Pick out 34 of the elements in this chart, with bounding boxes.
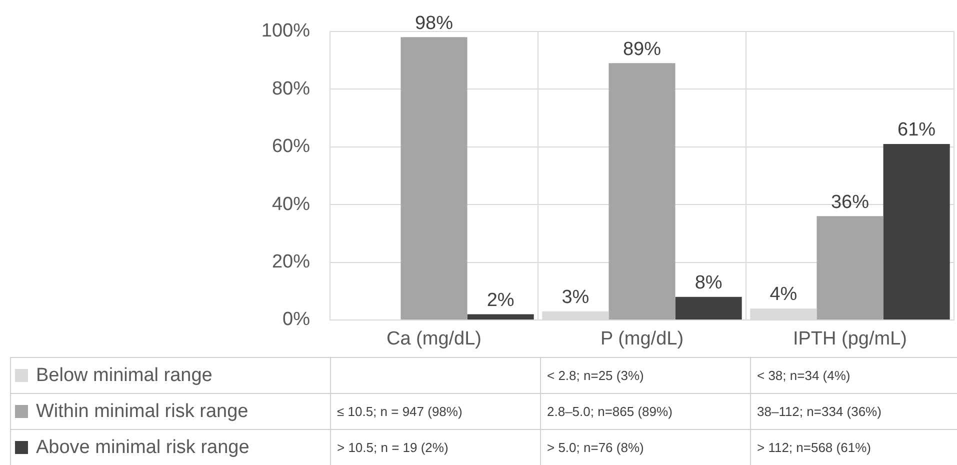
text: ≤ 10.5; n = 947 (98%) [330,394,540,430]
y-tick-label: 0% [282,309,310,330]
x-tick-label: P (mg/dL) [600,328,684,350]
y-tick-label: 80% [272,78,310,100]
text: 38–112; n=334 (36%) [750,394,957,430]
bar [883,144,950,320]
legend-label: Above minimal risk range [10,430,330,465]
data-label: 36% [830,192,870,213]
y-tick-label: 100% [261,20,310,42]
bar [467,314,534,320]
text: < 2.8; n=25 (3%) [540,358,750,394]
y-tick-label: 60% [272,136,310,158]
text: > 10.5; n = 19 (2%) [330,430,540,465]
text: 2.8–5.0; n=865 (89%) [540,394,750,430]
x-tick-label: IPTH (pg/mL) [792,328,908,350]
legend-label: Below minimal range [10,358,330,394]
data-label: 61% [898,120,936,141]
y-tick-label: 20% [272,252,310,273]
legend-label: Within minimal risk range [10,394,330,430]
text: > 112; n=568 (61%) [750,430,957,465]
bar [816,216,884,320]
data-label: 98% [414,12,454,34]
x-tick-label: Ca (mg/dL) [386,328,482,350]
data-label: 8% [694,272,722,294]
bar [608,63,676,320]
data-label: 3% [562,287,590,308]
data-label: 4% [770,284,798,306]
bar [675,296,742,320]
text: < 38; n=34 (4%) [750,358,957,394]
text: > 5.0; n=76 (8%) [540,430,750,465]
data-label: 2% [486,290,514,311]
y-tick-label: 40% [272,194,310,215]
data-label: 89% [622,38,662,60]
bar [400,37,468,320]
